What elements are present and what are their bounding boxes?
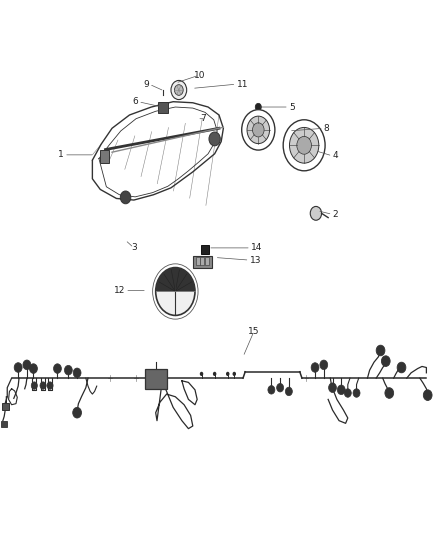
Circle shape — [353, 389, 360, 397]
Circle shape — [424, 390, 432, 400]
Text: 14: 14 — [251, 244, 262, 253]
Circle shape — [233, 372, 236, 376]
FancyBboxPatch shape — [1, 421, 7, 427]
Circle shape — [247, 116, 269, 143]
Text: 10: 10 — [194, 70, 205, 79]
Circle shape — [297, 136, 311, 154]
Circle shape — [242, 110, 275, 150]
Text: 4: 4 — [332, 151, 338, 160]
FancyBboxPatch shape — [205, 257, 208, 265]
FancyBboxPatch shape — [158, 102, 168, 114]
Circle shape — [283, 120, 325, 171]
Circle shape — [200, 372, 203, 376]
Circle shape — [328, 383, 336, 392]
Circle shape — [255, 103, 261, 111]
Circle shape — [268, 385, 275, 394]
Text: 12: 12 — [114, 286, 125, 295]
Circle shape — [120, 191, 131, 204]
Circle shape — [64, 366, 72, 375]
Circle shape — [174, 85, 183, 95]
Circle shape — [290, 127, 319, 163]
Text: 9: 9 — [143, 79, 149, 88]
Circle shape — [252, 123, 264, 137]
Circle shape — [14, 363, 22, 372]
Text: 5: 5 — [289, 102, 295, 111]
Circle shape — [376, 345, 385, 356]
Text: 6: 6 — [132, 97, 138, 106]
Circle shape — [23, 360, 31, 369]
FancyBboxPatch shape — [145, 368, 166, 389]
Text: 7: 7 — [200, 114, 206, 123]
Circle shape — [320, 360, 328, 369]
Circle shape — [73, 407, 81, 418]
Circle shape — [53, 364, 61, 373]
Text: 2: 2 — [332, 210, 338, 219]
Text: 15: 15 — [248, 327, 260, 336]
Circle shape — [397, 362, 406, 373]
Circle shape — [310, 206, 321, 220]
Wedge shape — [155, 292, 195, 316]
Circle shape — [40, 382, 46, 389]
Circle shape — [385, 387, 394, 398]
Text: 13: 13 — [250, 256, 261, 264]
Circle shape — [29, 364, 37, 373]
FancyBboxPatch shape — [2, 402, 9, 410]
Circle shape — [171, 80, 187, 100]
FancyBboxPatch shape — [200, 257, 204, 265]
FancyBboxPatch shape — [196, 257, 200, 265]
Text: 1: 1 — [58, 150, 64, 159]
Circle shape — [209, 132, 220, 146]
Circle shape — [381, 356, 390, 367]
Wedge shape — [155, 268, 195, 292]
Circle shape — [73, 368, 81, 377]
Circle shape — [344, 389, 351, 397]
Circle shape — [31, 382, 37, 389]
Circle shape — [311, 363, 319, 372]
FancyBboxPatch shape — [193, 256, 212, 268]
Circle shape — [47, 382, 53, 389]
FancyBboxPatch shape — [201, 245, 208, 254]
FancyBboxPatch shape — [100, 150, 109, 163]
Text: 8: 8 — [324, 124, 329, 133]
Text: 3: 3 — [131, 244, 137, 253]
Circle shape — [277, 383, 284, 392]
Circle shape — [213, 372, 216, 376]
Circle shape — [226, 372, 230, 376]
Circle shape — [337, 385, 345, 394]
Circle shape — [286, 387, 292, 395]
Text: 11: 11 — [237, 79, 248, 88]
